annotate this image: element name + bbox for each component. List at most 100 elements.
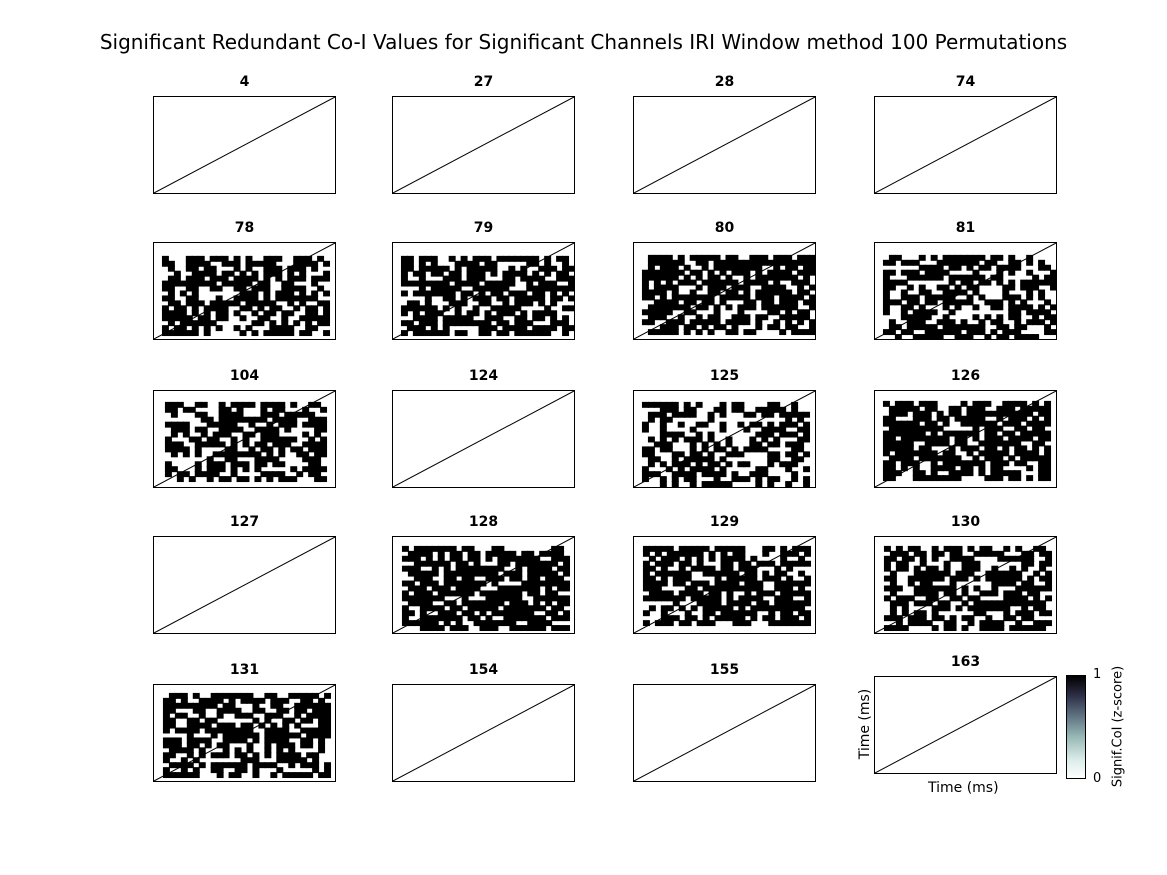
significant-cell xyxy=(1038,425,1046,432)
significant-cell xyxy=(665,284,673,291)
significant-cell xyxy=(671,406,679,413)
significant-cell xyxy=(894,445,902,452)
significant-cell xyxy=(275,290,283,297)
significant-cell xyxy=(743,279,751,286)
significant-cell xyxy=(443,590,451,597)
significant-cell xyxy=(924,334,932,339)
significant-cell xyxy=(431,625,439,632)
significant-cell xyxy=(744,590,752,597)
significant-cell xyxy=(170,411,178,418)
significant-cell xyxy=(972,400,980,407)
significant-cell xyxy=(496,330,504,337)
significant-cell xyxy=(218,411,226,418)
significant-cell xyxy=(961,575,969,582)
significant-cell xyxy=(496,315,504,322)
significant-cell xyxy=(281,320,289,327)
significant-cell xyxy=(320,476,328,483)
significant-cell xyxy=(1026,450,1034,457)
significant-cell xyxy=(906,294,914,301)
significant-cell xyxy=(260,416,268,423)
significant-cell xyxy=(318,722,326,729)
significant-cell xyxy=(551,615,559,622)
significant-cell xyxy=(713,259,721,266)
significant-cell xyxy=(924,415,932,422)
significant-cell xyxy=(430,270,438,277)
significant-cell xyxy=(792,550,800,557)
diagonal-line xyxy=(634,685,815,781)
significant-cell xyxy=(900,410,908,417)
significant-cell xyxy=(809,299,815,306)
significant-cell xyxy=(659,294,667,301)
significant-cell xyxy=(918,319,926,326)
significant-cell xyxy=(647,401,655,408)
significant-cell xyxy=(1015,620,1023,627)
significant-cell xyxy=(527,575,535,582)
significant-cell xyxy=(960,470,968,477)
significant-cell xyxy=(460,260,468,267)
significant-cell xyxy=(222,722,230,729)
significant-cell xyxy=(665,274,673,281)
significant-cell xyxy=(726,610,734,617)
significant-cell xyxy=(713,274,721,281)
significant-cell xyxy=(251,270,259,277)
significant-cell xyxy=(407,550,415,557)
significant-cell xyxy=(263,265,271,272)
significant-cell xyxy=(520,300,528,307)
significant-cell xyxy=(931,550,939,557)
significant-cell xyxy=(973,600,981,607)
significant-cell xyxy=(648,605,656,612)
significant-cell xyxy=(767,451,775,458)
significant-cell xyxy=(767,401,775,408)
significant-cell xyxy=(1032,334,1040,339)
significant-cell xyxy=(272,441,280,448)
significant-cell xyxy=(642,545,650,552)
significant-cell xyxy=(936,264,944,271)
significant-cell xyxy=(641,319,649,326)
significant-cell xyxy=(653,309,661,316)
significant-cell xyxy=(683,264,691,271)
significant-cell xyxy=(245,265,253,272)
significant-cell xyxy=(161,325,169,332)
significant-cell xyxy=(918,475,926,482)
significant-cell xyxy=(508,280,516,287)
significant-cell xyxy=(539,570,547,577)
significant-cell xyxy=(719,471,727,478)
significant-cell xyxy=(894,420,902,427)
significant-cell xyxy=(1044,279,1052,286)
significant-cell xyxy=(731,401,739,408)
significant-cell xyxy=(695,461,703,468)
significant-cell xyxy=(725,461,733,468)
significant-cell xyxy=(990,470,998,477)
significant-cell xyxy=(308,421,316,428)
significant-cell xyxy=(744,580,752,587)
significant-cell xyxy=(194,451,202,458)
significant-cell xyxy=(527,565,535,572)
significant-cell xyxy=(660,575,668,582)
significant-cell xyxy=(738,560,746,567)
significant-cell xyxy=(254,456,262,463)
significant-cell xyxy=(1014,304,1022,311)
significant-cell xyxy=(1015,585,1023,592)
significant-cell xyxy=(804,615,812,622)
significant-cell xyxy=(182,471,190,478)
significant-cell xyxy=(737,284,745,291)
significant-cell xyxy=(762,590,770,597)
significant-cell xyxy=(901,550,909,557)
significant-cell xyxy=(738,620,746,627)
significant-cell xyxy=(245,275,253,282)
significant-cell xyxy=(449,555,457,562)
significant-cell xyxy=(882,415,890,422)
significant-cell xyxy=(431,545,439,552)
significant-cell xyxy=(1015,610,1023,617)
significant-cell xyxy=(221,270,229,277)
significant-cell xyxy=(683,401,691,408)
significant-cell xyxy=(424,295,432,302)
significant-cell xyxy=(990,299,998,306)
significant-cell xyxy=(942,304,950,311)
significant-cell xyxy=(743,411,751,418)
significant-cell xyxy=(412,300,420,307)
significant-cell xyxy=(221,305,229,312)
significant-cell xyxy=(689,471,697,478)
significant-cell xyxy=(696,555,704,562)
significant-cell xyxy=(224,406,232,413)
